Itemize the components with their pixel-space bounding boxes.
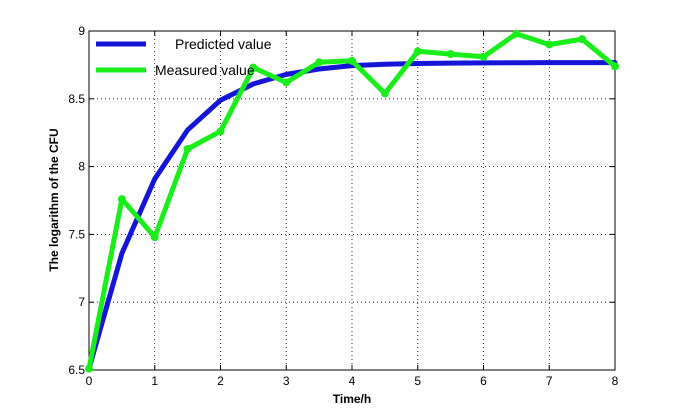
data-point-measured-value: [446, 50, 455, 59]
y-tick-label: 8: [78, 160, 85, 174]
data-point-measured-value: [479, 52, 488, 61]
data-point-measured-value: [183, 144, 192, 153]
y-tick-label: 7: [78, 295, 85, 309]
plot-frame: [88, 30, 616, 371]
x-tick-labels: 0 1 2 3 4 5 6 7 8: [86, 374, 619, 388]
x-tick-label: 3: [283, 374, 290, 388]
data-point-measured-value: [578, 35, 587, 44]
data-point-measured-value: [380, 89, 389, 98]
data-series: [85, 29, 619, 373]
data-point-measured-value: [117, 195, 126, 204]
legend-label-measured: Measured value: [155, 62, 255, 78]
x-tick-label: 1: [151, 374, 158, 388]
x-axis-title: Time/h: [333, 392, 371, 406]
data-point-measured-value: [611, 62, 619, 71]
y-tick-label: 6.5: [68, 363, 85, 377]
y-tick-label: 8.5: [68, 92, 85, 106]
data-point-measured-value: [216, 127, 225, 136]
y-tick-label: 9: [78, 24, 85, 38]
data-point-measured-value: [315, 58, 324, 67]
x-tick-label: 8: [612, 374, 619, 388]
y-tick-label: 7.5: [68, 227, 85, 241]
y-axis-title: The logarithm of the CFU: [47, 128, 61, 271]
data-point-measured-value: [348, 56, 356, 65]
x-tick-label: 5: [414, 374, 421, 388]
data-point-measured-value: [85, 364, 93, 373]
legend: Predicted value Measured value: [96, 36, 272, 78]
data-point-measured-value: [150, 233, 159, 242]
x-tick-label: 2: [217, 374, 224, 388]
data-point-measured-value: [545, 40, 554, 49]
x-tick-label: 7: [546, 374, 553, 388]
data-point-measured-value: [282, 78, 291, 87]
data-point-measured-value: [413, 47, 422, 56]
series-line-predicted-value: [86, 60, 618, 372]
data-point-measured-value: [512, 29, 521, 38]
data-point-measured-value: [249, 63, 258, 72]
x-tick-label: 6: [480, 374, 487, 388]
legend-label-predicted: Predicted value: [175, 36, 272, 52]
x-tick-label: 4: [349, 374, 356, 388]
y-tick-labels: 6.5 7 7.5 8 8.5 9: [68, 24, 85, 377]
x-tick-label: 0: [86, 374, 93, 388]
